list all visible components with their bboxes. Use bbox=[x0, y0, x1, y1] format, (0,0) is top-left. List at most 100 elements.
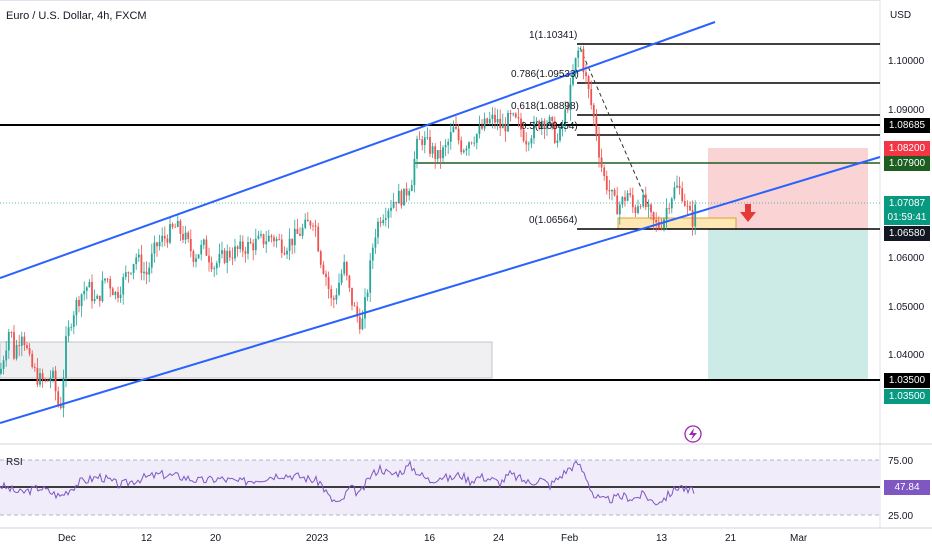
candle-body bbox=[405, 188, 408, 196]
candle-body bbox=[325, 273, 327, 278]
candle-body bbox=[569, 84, 572, 111]
candle-body bbox=[439, 150, 442, 159]
candle-body bbox=[504, 124, 507, 132]
candle-body bbox=[104, 278, 106, 281]
x-tick: 24 bbox=[493, 533, 505, 544]
channel-upper-line[interactable] bbox=[0, 21, 716, 279]
countdown-label: 01:59:41 bbox=[884, 210, 930, 225]
candle-body bbox=[678, 185, 681, 189]
candle-body bbox=[59, 404, 62, 409]
candle-body bbox=[410, 185, 413, 191]
candle-body bbox=[579, 49, 582, 51]
candle-body bbox=[176, 220, 179, 227]
candle-body bbox=[512, 113, 515, 115]
candle-body bbox=[626, 193, 629, 201]
candle-body bbox=[590, 89, 593, 105]
candle-body bbox=[10, 332, 13, 333]
fibonacci-retracement[interactable] bbox=[577, 43, 880, 230]
candle-body bbox=[119, 294, 122, 298]
candle-body bbox=[574, 57, 577, 75]
candle-body bbox=[278, 238, 281, 240]
candle-body bbox=[366, 292, 369, 298]
candle-body bbox=[124, 272, 127, 277]
fib-trend-line bbox=[579, 47, 657, 223]
candle-body bbox=[556, 140, 559, 143]
candle-body bbox=[395, 201, 398, 204]
candle-body bbox=[291, 238, 294, 246]
candle-body bbox=[39, 373, 41, 385]
lightning-icon[interactable] bbox=[684, 425, 702, 443]
candle-body bbox=[543, 120, 546, 129]
candle-body bbox=[611, 189, 613, 192]
candle-body bbox=[322, 264, 325, 274]
candle-body bbox=[91, 282, 93, 302]
take-profit-zone bbox=[708, 230, 868, 380]
candle-body bbox=[234, 246, 236, 259]
fib-label-1: 1(1.10341) bbox=[529, 30, 577, 41]
candle-body bbox=[348, 275, 351, 288]
fib-label-5: 0.5(1.08454) bbox=[521, 121, 578, 132]
candle-body bbox=[195, 258, 197, 262]
price-label-green: 1.07900 bbox=[884, 156, 930, 171]
candle-body bbox=[613, 189, 616, 196]
candle-body bbox=[689, 205, 691, 211]
candle-body bbox=[468, 142, 470, 149]
candle-body bbox=[182, 233, 184, 240]
candle-body bbox=[618, 204, 621, 215]
candle-body bbox=[520, 118, 522, 130]
candle-body bbox=[351, 287, 353, 306]
candle-body bbox=[265, 241, 268, 245]
candle-body bbox=[400, 190, 403, 206]
candle-body bbox=[486, 118, 489, 124]
candle-body bbox=[228, 250, 231, 258]
candle-body bbox=[288, 238, 291, 251]
candle-body bbox=[70, 326, 73, 328]
candle-body bbox=[416, 138, 418, 159]
candle-body bbox=[306, 219, 309, 222]
candle-body bbox=[517, 117, 520, 119]
candle-body bbox=[462, 150, 465, 153]
candle-body bbox=[426, 136, 429, 138]
candle-body bbox=[31, 353, 34, 368]
candle-body bbox=[93, 298, 96, 302]
candle-body bbox=[117, 291, 119, 298]
channel-lower-line[interactable] bbox=[0, 156, 881, 424]
candle-body bbox=[44, 379, 47, 381]
candle-body bbox=[634, 207, 637, 214]
chart-title[interactable]: Euro / U.S. Dollar, 4h, FXCM bbox=[6, 10, 147, 22]
candle-body bbox=[2, 360, 5, 369]
candle-body bbox=[161, 235, 164, 242]
candle-body bbox=[192, 251, 195, 262]
candle-body bbox=[585, 72, 587, 77]
candle-body bbox=[647, 204, 650, 208]
candle-body bbox=[205, 239, 208, 256]
candle-body bbox=[444, 145, 447, 148]
candle-body bbox=[572, 74, 574, 85]
candle-body bbox=[533, 121, 535, 139]
candle-body bbox=[317, 226, 320, 252]
candle-body bbox=[67, 327, 70, 337]
x-tick: 2023 bbox=[306, 533, 329, 544]
candle-body bbox=[135, 257, 138, 265]
rsi-indicator-label[interactable]: RSI bbox=[6, 457, 23, 468]
candle-body bbox=[423, 137, 426, 145]
candle-body bbox=[143, 271, 145, 274]
candle-body bbox=[442, 147, 444, 159]
candle-body bbox=[561, 124, 564, 128]
candle-body bbox=[481, 125, 483, 129]
candle-body bbox=[369, 260, 372, 293]
candle-body bbox=[665, 208, 668, 220]
candle-body bbox=[436, 150, 439, 159]
candle-body bbox=[496, 118, 499, 123]
price-label-current: 1.07087 bbox=[884, 196, 930, 211]
candle-body bbox=[254, 238, 257, 251]
candle-body bbox=[566, 109, 569, 111]
candle-body bbox=[595, 116, 598, 136]
candle-body bbox=[163, 235, 166, 239]
candle-body bbox=[522, 129, 525, 141]
candle-body bbox=[657, 222, 660, 228]
candle-body bbox=[127, 272, 130, 274]
candle-body bbox=[637, 206, 639, 214]
